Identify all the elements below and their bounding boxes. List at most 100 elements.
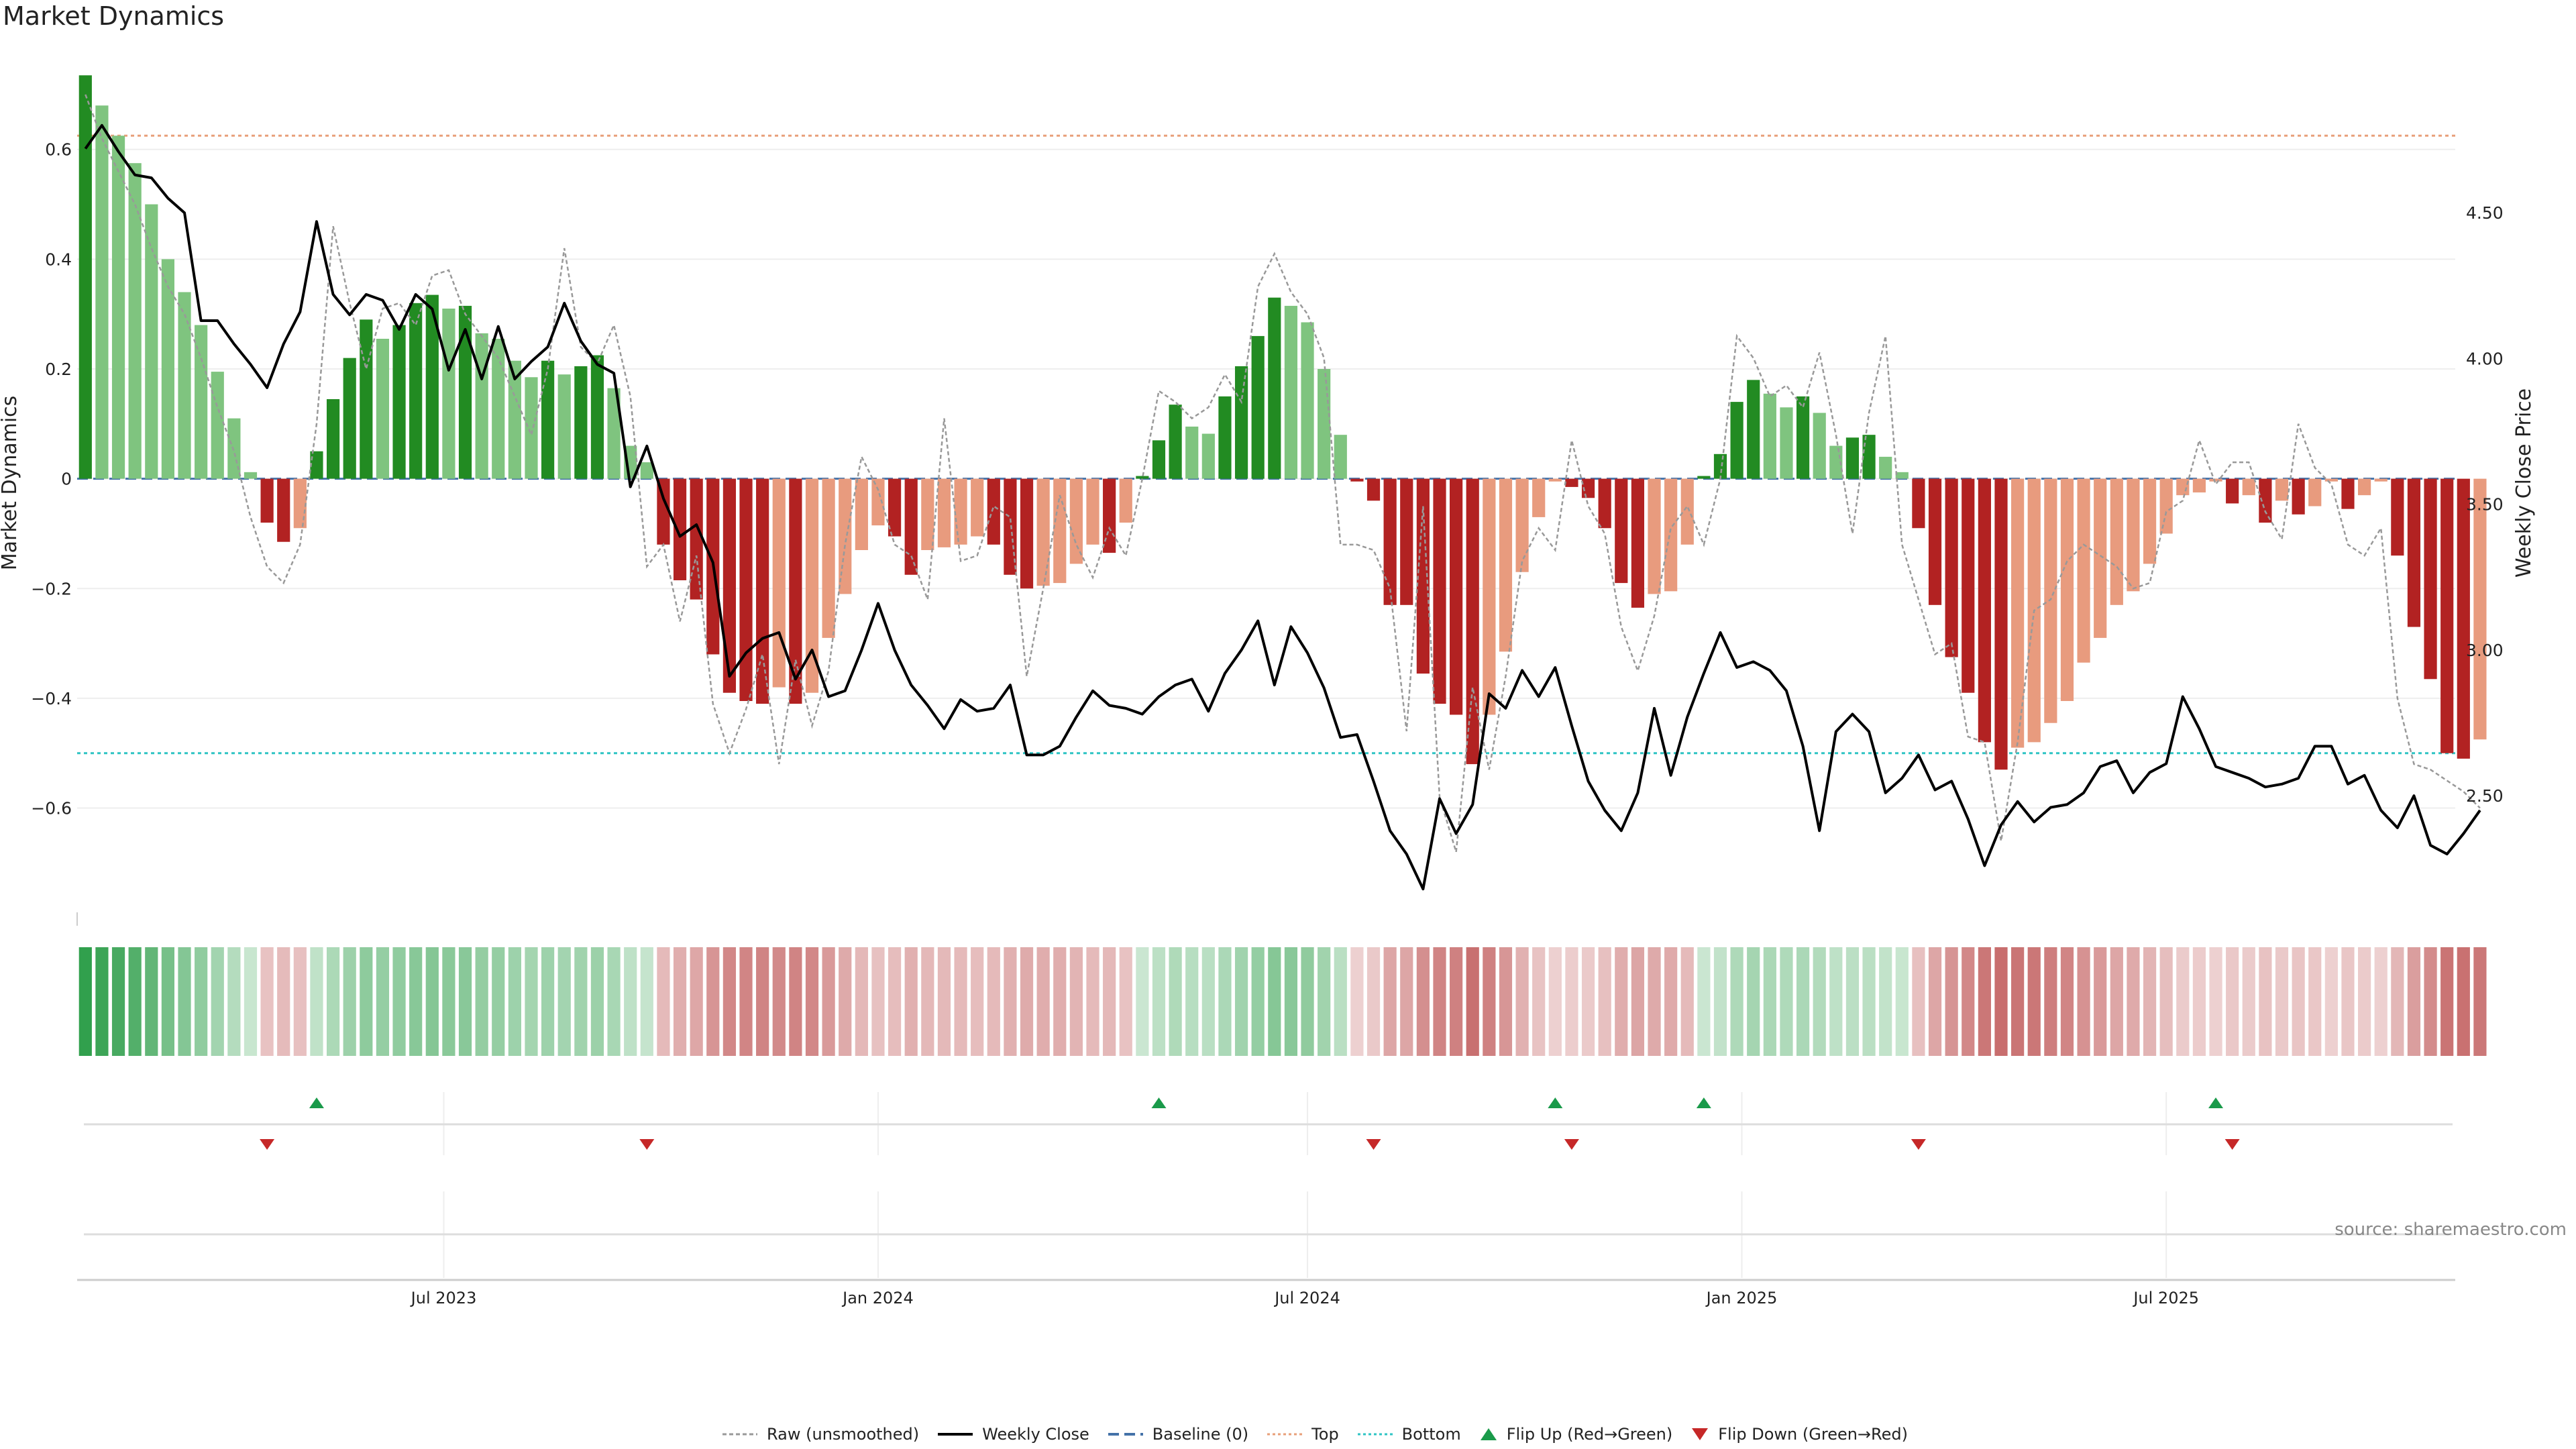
heat-cell <box>657 947 670 1056</box>
heat-cell <box>1664 947 1678 1056</box>
heat-cell <box>971 947 984 1056</box>
bar <box>1318 369 1331 479</box>
bar <box>2242 478 2255 496</box>
bar <box>2407 478 2421 627</box>
y-tick-left: −0.4 <box>31 689 72 708</box>
heat-cell <box>492 947 505 1056</box>
heat-cell <box>1103 947 1116 1056</box>
bar <box>640 462 653 479</box>
bar <box>161 259 175 479</box>
flip-up-icon <box>1480 1428 1497 1440</box>
heat-cell <box>409 947 423 1056</box>
heat-cell <box>937 947 951 1056</box>
bar <box>1615 478 1628 584</box>
bar <box>574 366 588 479</box>
heat-cell <box>1483 947 1496 1056</box>
bar <box>1499 478 1513 652</box>
heat-cell <box>376 947 390 1056</box>
heat-cell <box>2457 947 2470 1056</box>
bar <box>1631 478 1645 608</box>
bar <box>1598 478 1611 529</box>
bar <box>1152 440 1166 479</box>
heat-cell <box>392 947 406 1056</box>
bar <box>326 399 340 479</box>
heat-cell <box>1185 947 1199 1056</box>
bar <box>1763 393 1776 479</box>
heat-cell <box>1086 947 1099 1056</box>
x-tick-label: Jul 2023 <box>410 1289 477 1307</box>
heat-cell <box>2159 947 2173 1056</box>
y-tick-left: −0.2 <box>31 579 72 598</box>
bar <box>195 325 208 479</box>
heat-cell <box>1680 947 1694 1056</box>
heat-cell <box>1565 947 1578 1056</box>
bar <box>2127 478 2140 592</box>
heat-cell <box>1615 947 1628 1056</box>
heat-cell <box>78 947 92 1056</box>
bar <box>1185 426 1199 479</box>
bar <box>888 478 902 537</box>
bar <box>277 478 290 542</box>
chart-canvas: 0.6 0.4 0.2 0 −0.2 −0.4 −0.6 4.50 4.00 3.50 3.00 2.… <box>0 75 2536 1307</box>
legend-label-flip-down: Flip Down (Green→Red) <box>1718 1425 1908 1444</box>
heat-cell <box>1631 947 1645 1056</box>
bar <box>2159 478 2173 534</box>
bar <box>2011 478 2025 748</box>
legend-label-flip-up: Flip Up (Red→Green) <box>1506 1425 1673 1444</box>
heat-cell <box>1763 947 1776 1056</box>
heat-cell <box>2077 947 2090 1056</box>
flip-down-marker <box>260 1139 275 1150</box>
bar <box>839 478 852 594</box>
heat-cell <box>871 947 885 1056</box>
bar <box>2143 478 2157 564</box>
legend-label-top: Top <box>1311 1425 1339 1444</box>
x-tick-label: Jan 2025 <box>1705 1289 1778 1307</box>
heat-cell <box>1879 947 1892 1056</box>
heat-cell <box>1945 947 1958 1056</box>
bar <box>2209 478 2222 482</box>
bar <box>1268 297 1281 479</box>
bar <box>1036 478 1050 586</box>
heat-cell <box>822 947 835 1056</box>
heat-cell <box>508 947 521 1056</box>
bar <box>1218 396 1232 479</box>
heat-cell <box>2110 947 2123 1056</box>
bar <box>2324 478 2338 482</box>
heat-cell <box>1416 947 1430 1056</box>
heat-cell <box>590 947 604 1056</box>
heat-cell <box>2027 947 2041 1056</box>
bar <box>310 451 323 479</box>
bar <box>2357 478 2371 496</box>
bar <box>211 372 224 479</box>
heat-cell <box>2176 947 2190 1056</box>
flip-down-marker <box>1564 1139 1579 1150</box>
heat-cell <box>1218 947 1232 1056</box>
bar <box>1433 478 1446 704</box>
heat-cell <box>921 947 934 1056</box>
bar <box>1103 478 1116 553</box>
heat-cell <box>1053 947 1067 1056</box>
bar <box>921 478 934 550</box>
heat-cell <box>706 947 720 1056</box>
flip-up-marker <box>1548 1097 1563 1108</box>
legend-item-flip-up: Flip Up (Red→Green) <box>1479 1425 1673 1444</box>
bar <box>95 105 109 479</box>
bar <box>987 478 1000 545</box>
heat-cell <box>954 947 967 1056</box>
heat-cell <box>128 947 142 1056</box>
flip-up-marker <box>1696 1097 1711 1108</box>
legend-label-raw: Raw (unsmoothed) <box>767 1425 920 1444</box>
heat-cell <box>2044 947 2057 1056</box>
y-tick-right: 4.00 <box>2466 349 2504 368</box>
flip-up-marker <box>309 1097 324 1108</box>
bar <box>1450 478 1463 715</box>
bar <box>607 388 621 479</box>
legend-label-baseline: Baseline (0) <box>1152 1425 1249 1444</box>
bar <box>1136 476 1149 479</box>
heat-cell <box>2424 947 2437 1056</box>
legend-label-weekly-close: Weekly Close <box>982 1425 1089 1444</box>
heat-cell <box>1697 947 1711 1056</box>
bar <box>1978 478 1991 743</box>
heat-cell <box>2192 947 2206 1056</box>
heat-cell <box>1152 947 1166 1056</box>
